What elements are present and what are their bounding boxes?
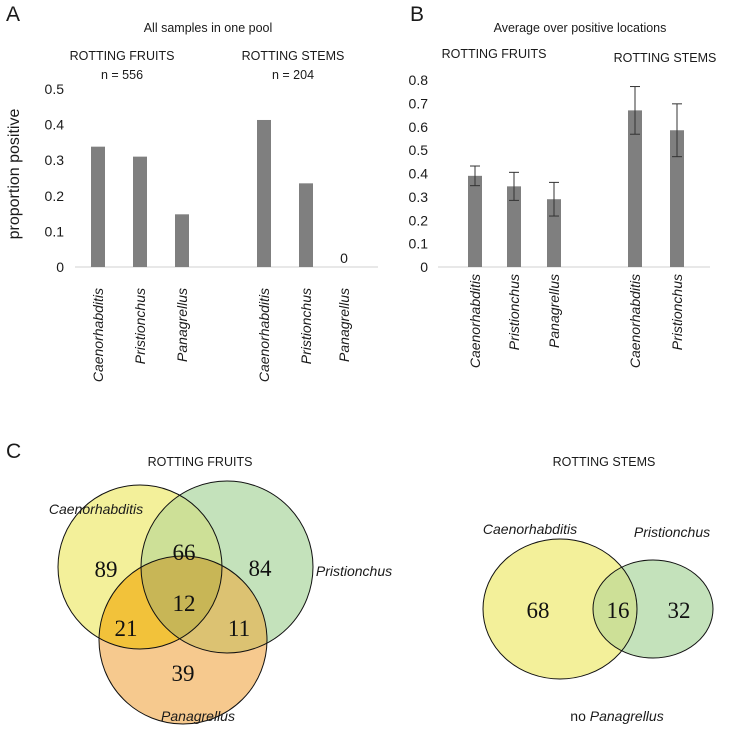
panel-a-bar-rotting-stems-caenorhabditis [257, 119, 271, 267]
panel-a-category-rotting-fruits-panagrellus: Panagrellus [174, 288, 190, 362]
venn-fruits-pristio-panag: 11 [228, 616, 250, 641]
panel-c: C ROTTING FRUITS 89 66 [6, 440, 714, 725]
panel-a-group1-n: n = 556 [101, 68, 143, 82]
panel-b-category-rotting-fruits-caenorhabditis: Caenorhabditis [467, 274, 483, 368]
panel-b-category-rotting-fruits-panagrellus: Panagrellus [546, 274, 562, 348]
panel-b-category-rotting-stems-caenorhabditis: Caenorhabditis [627, 274, 643, 368]
venn-rotting-fruits: ROTTING FRUITS 89 66 84 12 [49, 455, 392, 725]
panel-a-ylabel: proportion positive [6, 109, 23, 240]
panel-a-category-rotting-stems-pristionchus: Pristionchus [298, 288, 314, 364]
panel-a-y-axis: 0 0.1 0.2 0.3 0.4 0.5 [45, 81, 65, 275]
venn-fruits-caeno-only: 89 [95, 557, 118, 582]
panel-a-bar-rotting-fruits-pristionchus [133, 156, 147, 267]
venn-stems-caeno-only: 68 [527, 598, 550, 623]
panel-a-ytick-3: 0.3 [45, 152, 65, 168]
panel-a-bar-rotting-fruits-caenorhabditis [91, 146, 105, 267]
venn-fruits-panag-only: 39 [172, 661, 195, 686]
panel-b-group1-name: ROTTING FRUITS [442, 47, 547, 61]
panel-a-data-label-rotting-stems-panagrellus: 0 [340, 250, 348, 266]
panel-b-ytick-0: 0 [420, 259, 428, 275]
panel-b-ytick-8: 0.8 [409, 72, 429, 88]
venn-fruits-pristio-only: 84 [249, 556, 273, 581]
venn-rotting-stems: ROTTING STEMS 68 16 32 Caenorhabditis Pr… [482, 455, 714, 724]
venn-stems-note: no Panagrellus [570, 708, 663, 724]
venn-stems-title: ROTTING STEMS [553, 455, 656, 469]
panel-b-error-bar-rotting-fruits-panagrellus [549, 181, 559, 217]
venn-fruits-label-caenorhabditis: Caenorhabditis [49, 501, 143, 517]
panel-b-ytick-6: 0.6 [409, 119, 429, 135]
panel-b-ytick-2: 0.2 [409, 212, 429, 228]
panel-a-category-rotting-stems-caenorhabditis: Caenorhabditis [256, 288, 272, 382]
venn-stems-pristio-only: 32 [668, 598, 691, 623]
panel-a-ytick-0: 0 [56, 259, 64, 275]
panel-c-letter: C [6, 440, 21, 463]
venn-stems-caenorhabditis-set [483, 539, 637, 679]
venn-fruits-label-panagrellus: Panagrellus [161, 708, 235, 724]
venn-fruits-panag-outline [98, 555, 268, 725]
panel-a-ytick-4: 0.4 [45, 117, 65, 133]
venn-stems-label-caenorhabditis: Caenorhabditis [483, 521, 577, 537]
panel-b-letter: B [410, 3, 424, 26]
venn-fruits-label-pristionchus: Pristionchus [316, 563, 392, 579]
venn-stems-pristio-outline [592, 559, 714, 659]
venn-stems-note-prefix: no [570, 708, 586, 724]
venn-stems-label-pristionchus: Pristionchus [634, 524, 710, 540]
venn-fruits-caeno-outline [57, 484, 223, 650]
panel-a-category-labels: Caenorhabditis Pristionchus Panagrellus Cae… [90, 288, 352, 382]
panel-b-ytick-7: 0.7 [409, 95, 429, 111]
venn-fruits-caeno-panag: 21 [115, 616, 138, 641]
venn-fruits-all-three: 12 [173, 591, 196, 616]
panel-b: B Average over positive locations ROTTIN… [409, 3, 717, 368]
panel-a-bars: 0 [91, 119, 348, 267]
venn-fruits-overlap-pristio-panag [141, 556, 267, 653]
venn-stems-overlap [593, 560, 637, 658]
panel-b-bar-rotting-stems-caenorhabditis [628, 110, 642, 267]
panel-b-ytick-5: 0.5 [409, 142, 429, 158]
panel-a-group2-n: n = 204 [272, 68, 314, 82]
panel-b-ytick-1: 0.1 [409, 236, 429, 252]
panel-a-group2-name: ROTTING STEMS [242, 49, 345, 63]
venn-stems-note-taxon: Panagrellus [590, 708, 664, 724]
venn-fruits-title: ROTTING FRUITS [148, 455, 253, 469]
panel-a-group1-name: ROTTING FRUITS [70, 49, 175, 63]
panel-b-error-bar-rotting-stems-pristionchus [672, 103, 682, 158]
panel-a-category-rotting-fruits-caenorhabditis: Caenorhabditis [90, 288, 106, 382]
panel-b-error-bar-rotting-fruits-pristionchus [509, 171, 519, 201]
panel-a: A All samples in one pool ROTTING FRUITS… [6, 3, 378, 382]
panel-a-ytick-1: 0.1 [45, 223, 65, 239]
panel-b-category-labels: Caenorhabditis Pristionchus Panagrellus Cae… [467, 274, 685, 368]
panel-a-bar-rotting-fruits-panagrellus [175, 214, 189, 267]
panel-b-bars [468, 86, 684, 267]
venn-stems-caeno-pristio: 16 [607, 598, 630, 623]
panel-a-ytick-5: 0.5 [45, 81, 65, 97]
venn-fruits-caeno-pristio: 66 [173, 540, 196, 565]
panel-b-ytick-4: 0.4 [409, 166, 429, 182]
panel-b-title: Average over positive locations [494, 21, 667, 35]
panel-b-category-rotting-stems-pristionchus: Pristionchus [669, 274, 685, 350]
panel-b-bar-rotting-stems-pristionchus [670, 130, 684, 267]
panel-b-error-bar-rotting-stems-caenorhabditis [630, 86, 640, 135]
panel-a-category-rotting-stems-panagrellus: Panagrellus [336, 288, 352, 362]
panel-a-title: All samples in one pool [144, 21, 273, 35]
panel-a-category-rotting-fruits-pristionchus: Pristionchus [132, 288, 148, 364]
venn-stems-caeno-outline [482, 538, 638, 680]
panel-a-letter: A [6, 3, 20, 26]
panel-b-bar-rotting-fruits-caenorhabditis [468, 175, 482, 267]
panel-b-group2-name: ROTTING STEMS [614, 51, 717, 65]
panel-b-ytick-3: 0.3 [409, 189, 429, 205]
panel-b-y-axis: 0 0.1 0.2 0.3 0.4 0.5 0.6 0.7 0.8 [409, 72, 429, 275]
panel-b-bar-rotting-fruits-pristionchus [507, 186, 521, 267]
panel-a-ytick-2: 0.2 [45, 188, 65, 204]
panel-a-bar-rotting-stems-pristionchus [299, 183, 313, 267]
panel-b-category-rotting-fruits-pristionchus: Pristionchus [506, 274, 522, 350]
panel-b-error-bar-rotting-fruits-caenorhabditis [470, 165, 480, 187]
